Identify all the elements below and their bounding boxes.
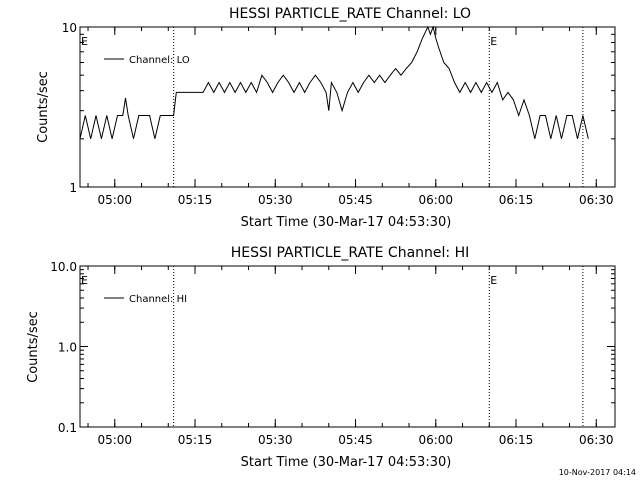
lo-y-ticks: 1 10 [62, 21, 615, 195]
generation-timestamp: 10-Nov-2017 04:14 [559, 468, 636, 477]
x-tick-label: 06:15 [499, 193, 534, 207]
x-tick-label: 05:15 [178, 193, 213, 207]
x-tick-label: 06:00 [418, 433, 453, 447]
x-tick-label: 05:30 [258, 193, 293, 207]
event-marker-label: E [490, 35, 497, 48]
hi-y-axis-title: Counts/sec [26, 311, 41, 383]
y-tick-label: 1 [69, 181, 77, 195]
event-marker-label: E [490, 274, 497, 287]
lo-legend-label: Channel: LO [129, 55, 190, 66]
event-marker-label: E [81, 35, 88, 48]
y-tick-label: 10 [62, 21, 77, 35]
lo-series-line [79, 25, 589, 139]
x-tick-label: 05:45 [338, 193, 373, 207]
hi-plot-frame [79, 265, 616, 428]
x-tick-label: 06:30 [579, 193, 614, 207]
lo-channel-panel: HESSI PARTICLE_RATE Channel: LO 1 10 05:0… [36, 6, 616, 230]
hi-channel-panel: HESSI PARTICLE_RATE Channel: HI 0.1 1.0 10… [26, 245, 616, 470]
x-tick-label: 06:00 [418, 193, 453, 207]
hi-y-ticks: 0.1 1.0 10.0 [50, 260, 615, 435]
x-tick-label: 05:30 [258, 433, 293, 447]
hi-legend-label: Channel: HI [129, 294, 187, 305]
lo-x-ticks: 05:00 05:15 05:30 05:45 06:00 06:15 06:30 [87, 27, 614, 207]
x-tick-label: 05:45 [338, 433, 373, 447]
hi-x-ticks: 05:00 05:15 05:30 05:45 06:00 06:15 06:30 [87, 266, 614, 447]
y-tick-label: 0.1 [58, 421, 77, 435]
hi-chart-title: HESSI PARTICLE_RATE Channel: HI [231, 245, 469, 261]
lo-y-axis-title: Counts/sec [36, 71, 51, 143]
lo-x-axis-title: Start Time (30-Mar-17 04:53:30) [241, 215, 452, 230]
x-tick-label: 06:30 [579, 433, 614, 447]
y-tick-label: 1.0 [58, 341, 77, 355]
x-tick-label: 05:00 [97, 193, 132, 207]
lo-chart-title: HESSI PARTICLE_RATE Channel: LO [229, 6, 471, 22]
event-marker-label: E [81, 274, 88, 287]
x-tick-label: 05:00 [97, 433, 132, 447]
x-tick-label: 06:15 [499, 433, 534, 447]
x-tick-label: 05:15 [178, 433, 213, 447]
hi-x-axis-title: Start Time (30-Mar-17 04:53:30) [241, 455, 452, 470]
lo-plot-frame [79, 26, 616, 188]
y-tick-label: 10.0 [50, 260, 77, 274]
